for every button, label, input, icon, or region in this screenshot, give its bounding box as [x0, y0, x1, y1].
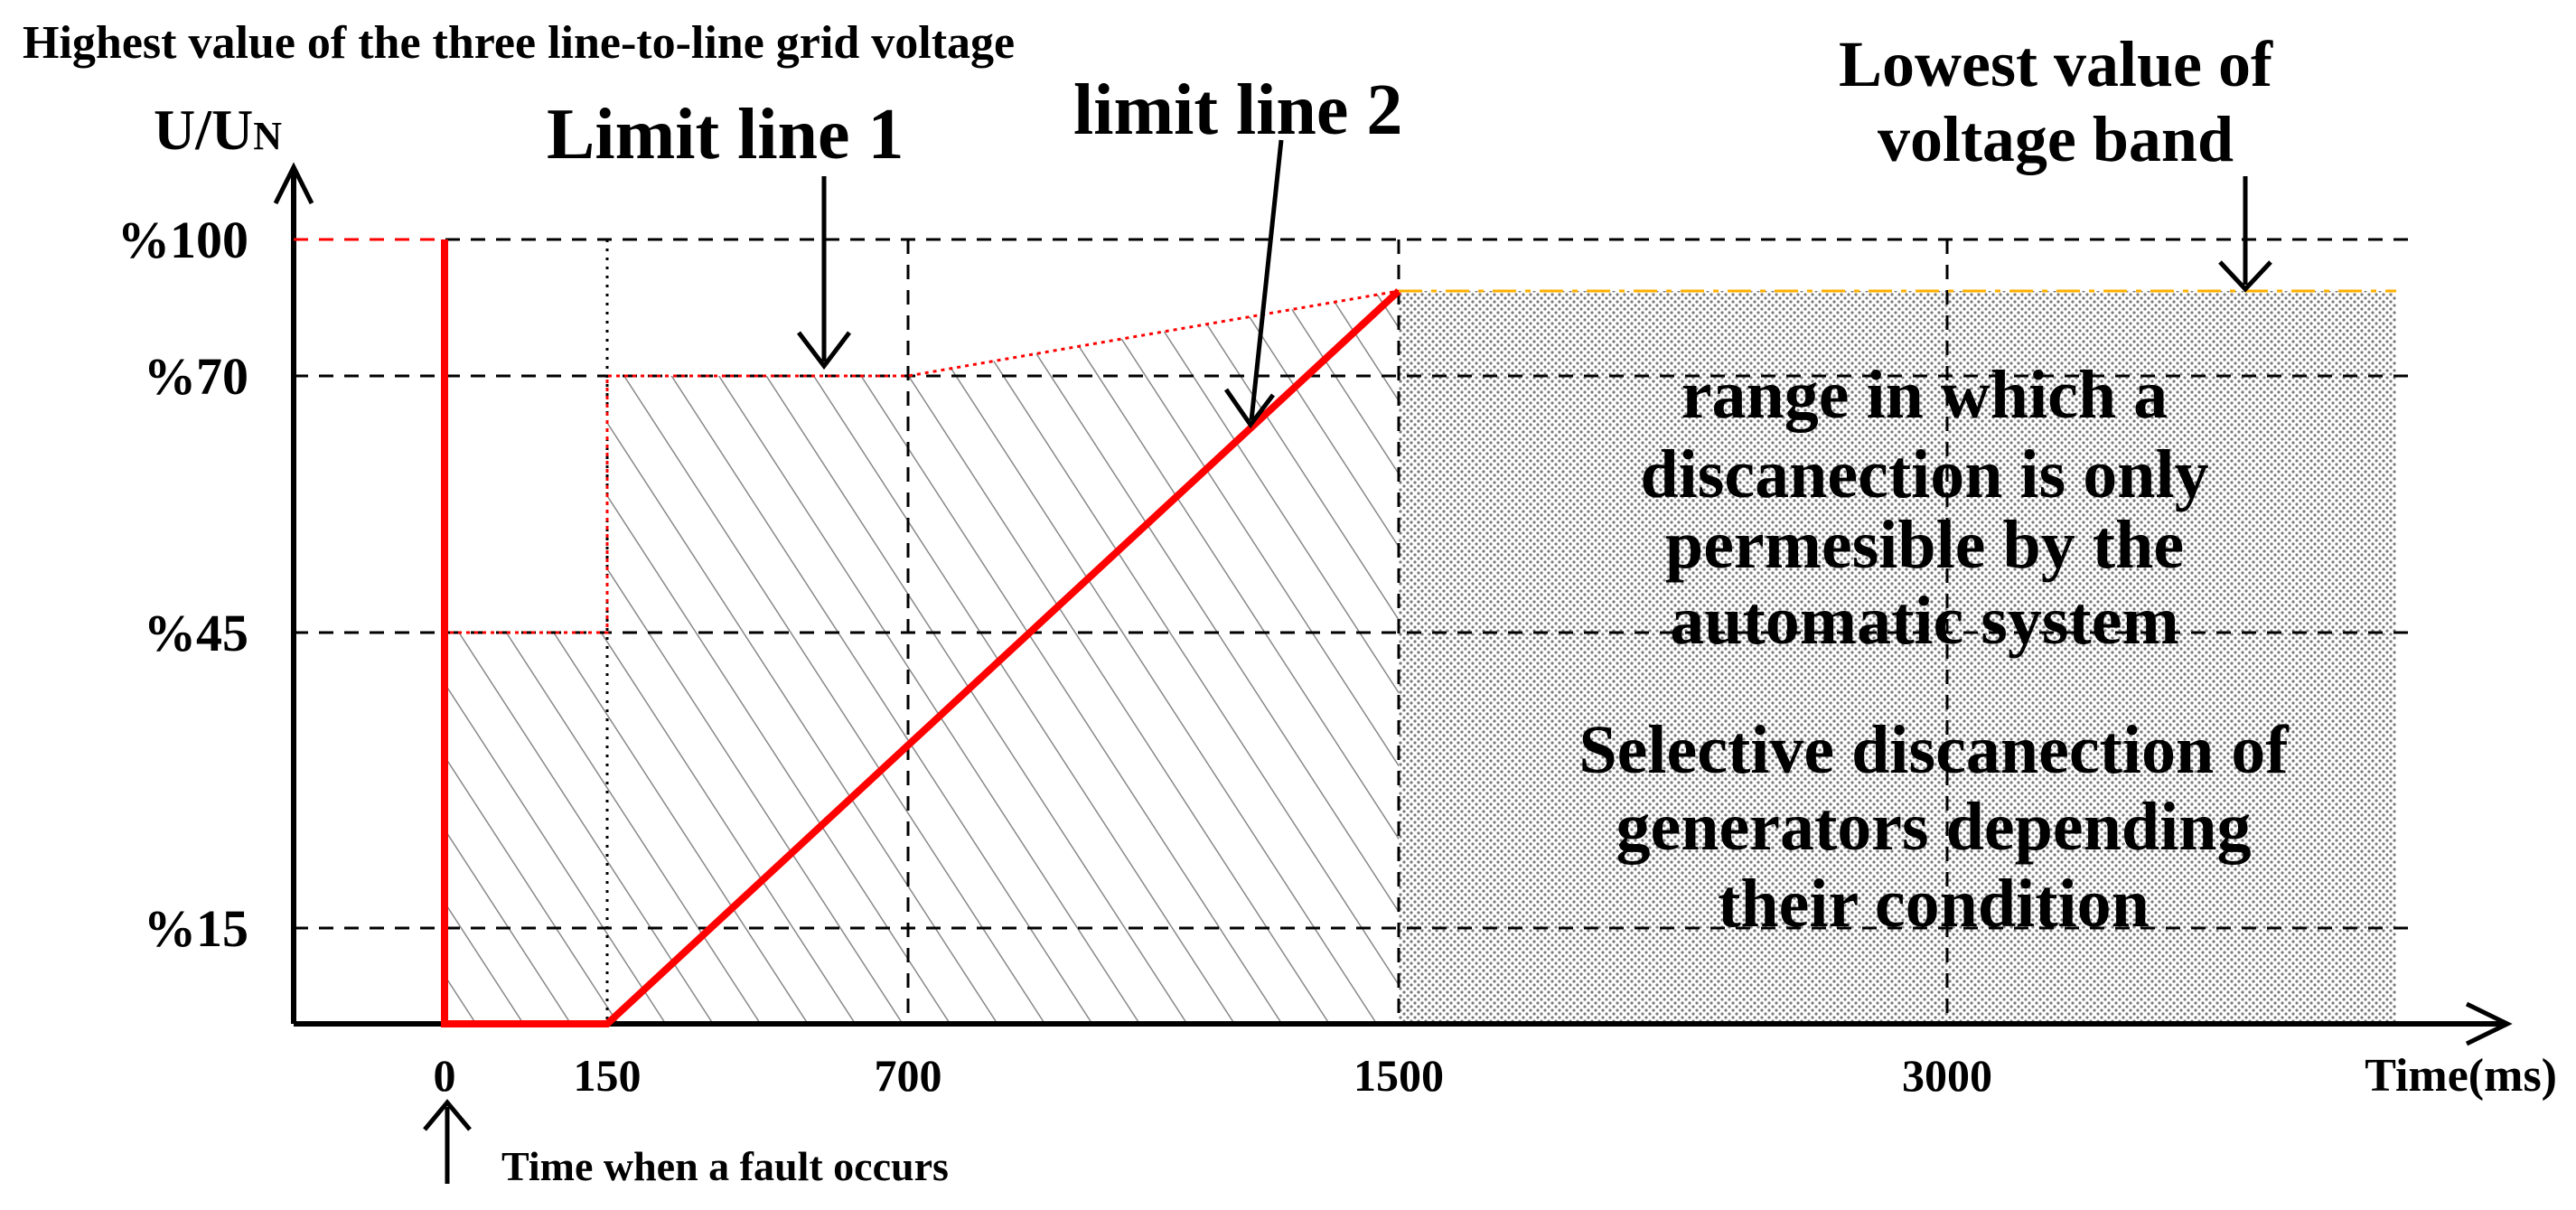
x-tick-label: 3000 — [1902, 1050, 1992, 1101]
y-tick-label: %15 — [144, 899, 248, 958]
selective-text-block: Selective discanection of generators dep… — [1578, 712, 2290, 942]
limit-line-2-label: limit line 2 — [1073, 70, 1402, 150]
lowest-band-label-line-1: Lowest value of — [1839, 28, 2273, 100]
lowest-band-arrow — [2218, 176, 2272, 293]
y-axis-label: U/UN — [154, 98, 282, 162]
series-lines — [294, 238, 2396, 1027]
y-axis-arrowhead — [273, 162, 314, 205]
x-axis-arrowhead — [2465, 1001, 2513, 1046]
selective-text-line: generators depending — [1616, 789, 2252, 865]
x-tick-label: 0 — [434, 1050, 456, 1101]
ride-through-hatched-region — [445, 291, 1399, 1024]
grid-lines — [294, 238, 2410, 1024]
fault-time-label: Time when a fault occurs — [501, 1143, 949, 1189]
fault-time-arrow — [423, 1099, 472, 1184]
lowest-band-label-line-2: voltage band — [1878, 103, 2234, 175]
x-tick-labels: 0 150 700 1500 3000 — [434, 1050, 1993, 1101]
range-text-line: automatic system — [1670, 583, 2179, 659]
range-text-line: permesible by the — [1665, 507, 2184, 583]
y-tick-label: %45 — [144, 604, 248, 662]
range-text-line: range in which a — [1681, 357, 2168, 433]
limit-line-1-arrow — [797, 176, 851, 371]
y-tick-label: %100 — [117, 211, 248, 269]
selective-text-line: their condition — [1718, 866, 2150, 942]
x-tick-label: 150 — [574, 1050, 642, 1101]
limit-line-1-label: Limit line 1 — [547, 95, 904, 174]
y-tick-label: %70 — [144, 347, 248, 406]
chart-title: Highest value of the three line-to-line … — [23, 17, 1015, 69]
x-tick-label: 700 — [875, 1050, 942, 1101]
limit-line-2-arrow — [1223, 139, 1284, 429]
automatic-disconnection-dotted-region — [1399, 291, 2396, 1024]
range-text-block: range in which a discanection is only pe… — [1640, 357, 2208, 659]
y-tick-labels: %100 %70 %45 %15 — [117, 211, 248, 958]
range-text-line: discanection is only — [1640, 436, 2208, 512]
selective-text-line: Selective discanection of — [1578, 712, 2290, 788]
series-line-2 — [441, 239, 1401, 1027]
x-axis-label: Time(ms) — [2365, 1050, 2557, 1102]
x-tick-label: 1500 — [1354, 1050, 1444, 1101]
